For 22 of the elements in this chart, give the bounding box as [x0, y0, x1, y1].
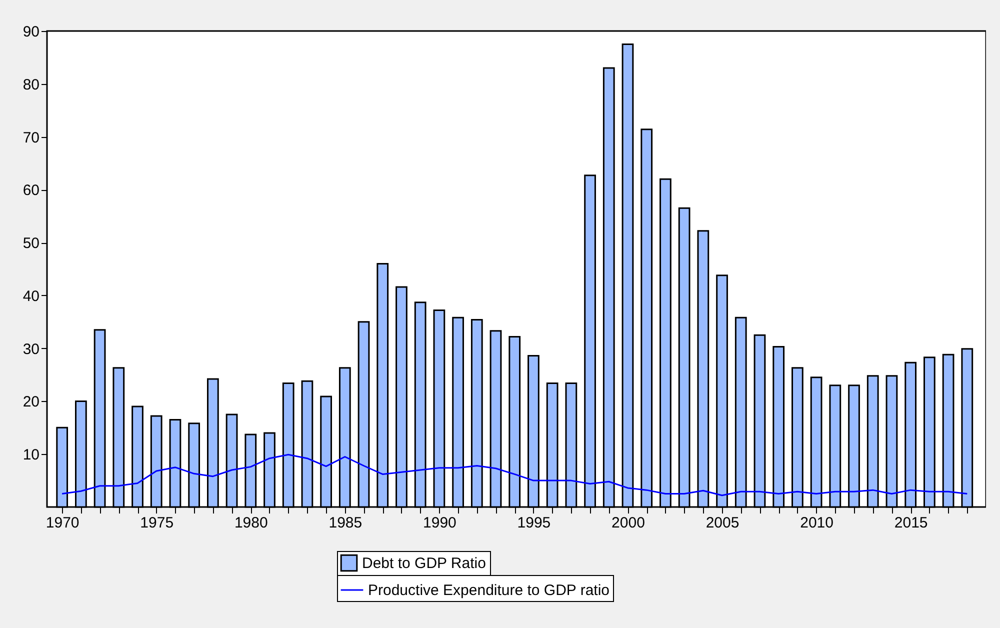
y-tick-label: 50: [22, 235, 40, 252]
x-tick-label: 1975: [140, 514, 174, 532]
x-tick-label: 2010: [800, 514, 834, 532]
y-tick-label: 60: [22, 182, 40, 200]
y-tick-label: 10: [22, 446, 40, 464]
line-series: [61, 454, 968, 496]
x-tick-label: 1995: [517, 514, 551, 532]
x-tick-label: 2000: [612, 514, 645, 532]
x-tick-label: 1985: [328, 514, 362, 532]
y-tick-label: 80: [22, 76, 40, 94]
x-tick-label: 2015: [894, 514, 928, 532]
y-tick-label: 20: [22, 394, 40, 411]
x-tick-label: 1980: [234, 514, 268, 532]
y-tick-label: 30: [22, 340, 40, 358]
y-tick-label: 70: [22, 129, 40, 146]
y-tick-label: 40: [22, 288, 40, 305]
y-tick-label: 90: [22, 24, 40, 40]
legend-label: Productive Expenditure to GDP ratio: [368, 582, 610, 599]
x-tick-label: 1990: [423, 514, 456, 532]
legend-label: Debt to GDP Ratio: [362, 555, 486, 572]
x-tick-label: 1970: [46, 514, 80, 532]
x-tick-label: 2005: [706, 514, 740, 532]
